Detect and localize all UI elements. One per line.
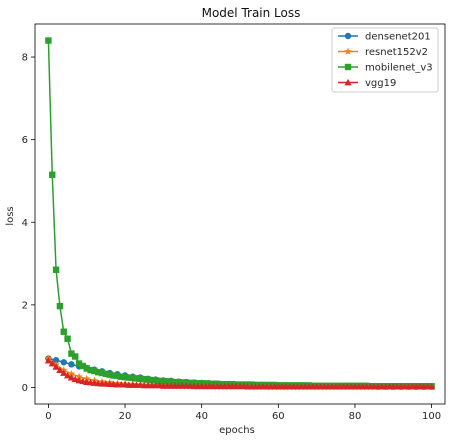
data-point bbox=[45, 37, 52, 44]
data-point bbox=[102, 370, 110, 378]
data-point bbox=[98, 369, 106, 377]
y-tick-label: 4 bbox=[22, 218, 28, 229]
data-point bbox=[91, 367, 98, 375]
y-tick-label: 2 bbox=[22, 300, 28, 311]
data-point bbox=[144, 376, 152, 383]
data-point bbox=[52, 266, 60, 273]
y-tick-label: 6 bbox=[22, 135, 28, 146]
data-point bbox=[163, 378, 171, 385]
data-point bbox=[114, 372, 121, 380]
data-point bbox=[60, 359, 67, 366]
x-axis-label: epochs bbox=[219, 425, 255, 436]
data-point bbox=[148, 376, 156, 384]
legend-label: mobilenet_v3 bbox=[365, 63, 433, 74]
data-point bbox=[67, 373, 76, 381]
data-point bbox=[56, 302, 64, 310]
data-point bbox=[95, 368, 102, 376]
data-point bbox=[129, 374, 136, 382]
data-point bbox=[72, 353, 79, 360]
legend-marker bbox=[344, 47, 352, 55]
legend: densenet201 resnet152v2 mobilenet_v3 vgg19 bbox=[331, 27, 439, 93]
x-tick-label: 100 bbox=[422, 411, 441, 422]
y-axis: 0 2 4 6 8 bbox=[22, 53, 35, 394]
legend-label: resnet152v2 bbox=[365, 47, 428, 58]
data-point bbox=[121, 373, 129, 381]
data-point bbox=[171, 378, 179, 386]
x-tick-label: 80 bbox=[349, 411, 362, 422]
data-point bbox=[160, 378, 167, 385]
y-tick-label: 0 bbox=[22, 383, 28, 394]
data-point bbox=[152, 377, 159, 384]
data-point bbox=[48, 359, 56, 367]
chart-title: Model Train Loss bbox=[202, 6, 301, 20]
data-point bbox=[106, 371, 113, 378]
data-point bbox=[133, 375, 140, 382]
data-point bbox=[60, 328, 67, 335]
x-axis: 0 20 40 60 80 100 bbox=[45, 404, 441, 422]
data-point bbox=[137, 375, 144, 383]
y-axis-label: loss bbox=[5, 206, 16, 225]
data-point bbox=[52, 357, 60, 364]
legend-label: vgg19 bbox=[365, 78, 396, 89]
data-point bbox=[156, 377, 163, 385]
data-point bbox=[56, 366, 64, 374]
data-point bbox=[75, 360, 83, 367]
data-point bbox=[83, 365, 90, 372]
data-point bbox=[52, 363, 60, 370]
x-tick-label: 20 bbox=[119, 411, 132, 422]
data-point bbox=[44, 357, 53, 364]
series-layer bbox=[44, 37, 436, 391]
data-point bbox=[49, 171, 56, 178]
data-point bbox=[60, 369, 68, 376]
legend-marker bbox=[344, 32, 352, 40]
x-tick-label: 40 bbox=[195, 411, 208, 422]
legend-marker bbox=[344, 78, 352, 86]
series-vgg19 bbox=[44, 357, 436, 390]
data-point bbox=[167, 378, 175, 385]
data-point bbox=[427, 383, 436, 390]
data-point bbox=[110, 372, 117, 379]
data-point bbox=[175, 378, 182, 386]
data-point bbox=[75, 372, 83, 380]
data-point bbox=[141, 376, 148, 383]
data-point bbox=[118, 373, 125, 380]
data-point bbox=[87, 366, 94, 374]
data-point bbox=[68, 361, 75, 368]
data-point bbox=[71, 375, 79, 383]
data-point bbox=[79, 362, 87, 370]
legend-label: densenet201 bbox=[365, 32, 431, 43]
x-tick-label: 0 bbox=[45, 411, 51, 422]
legend-marker bbox=[344, 63, 352, 71]
data-point bbox=[67, 369, 76, 378]
data-point bbox=[125, 374, 133, 381]
data-point bbox=[82, 374, 91, 383]
y-tick-label: 8 bbox=[22, 53, 28, 64]
x-tick-label: 60 bbox=[272, 411, 285, 422]
data-point bbox=[64, 335, 71, 342]
data-point bbox=[63, 371, 72, 379]
legend-box bbox=[331, 27, 439, 93]
data-point bbox=[68, 350, 75, 357]
